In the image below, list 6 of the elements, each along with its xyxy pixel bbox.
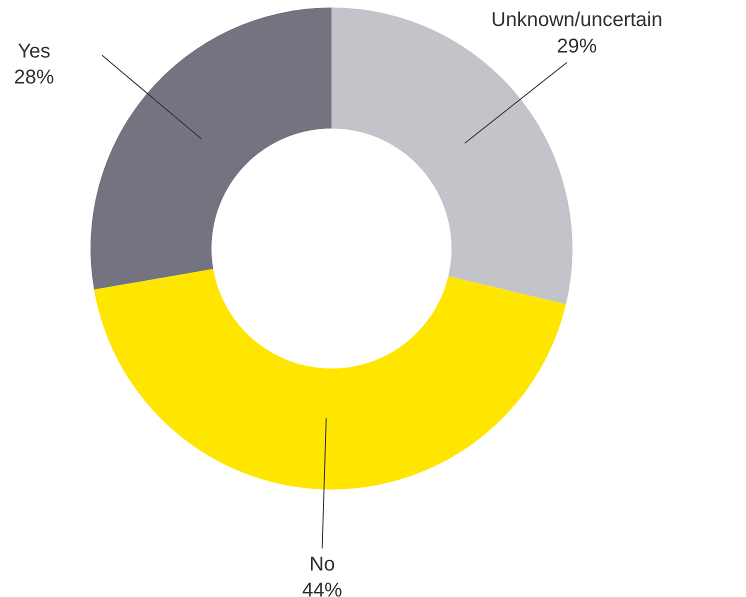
data-label: 28% (14, 66, 54, 89)
slice-label: No (309, 553, 335, 576)
data-label: 44% (302, 580, 342, 597)
data-label: 29% (556, 35, 598, 58)
slice-label: Yes (18, 40, 50, 62)
slice-label: Unknown/uncertain (491, 9, 662, 32)
